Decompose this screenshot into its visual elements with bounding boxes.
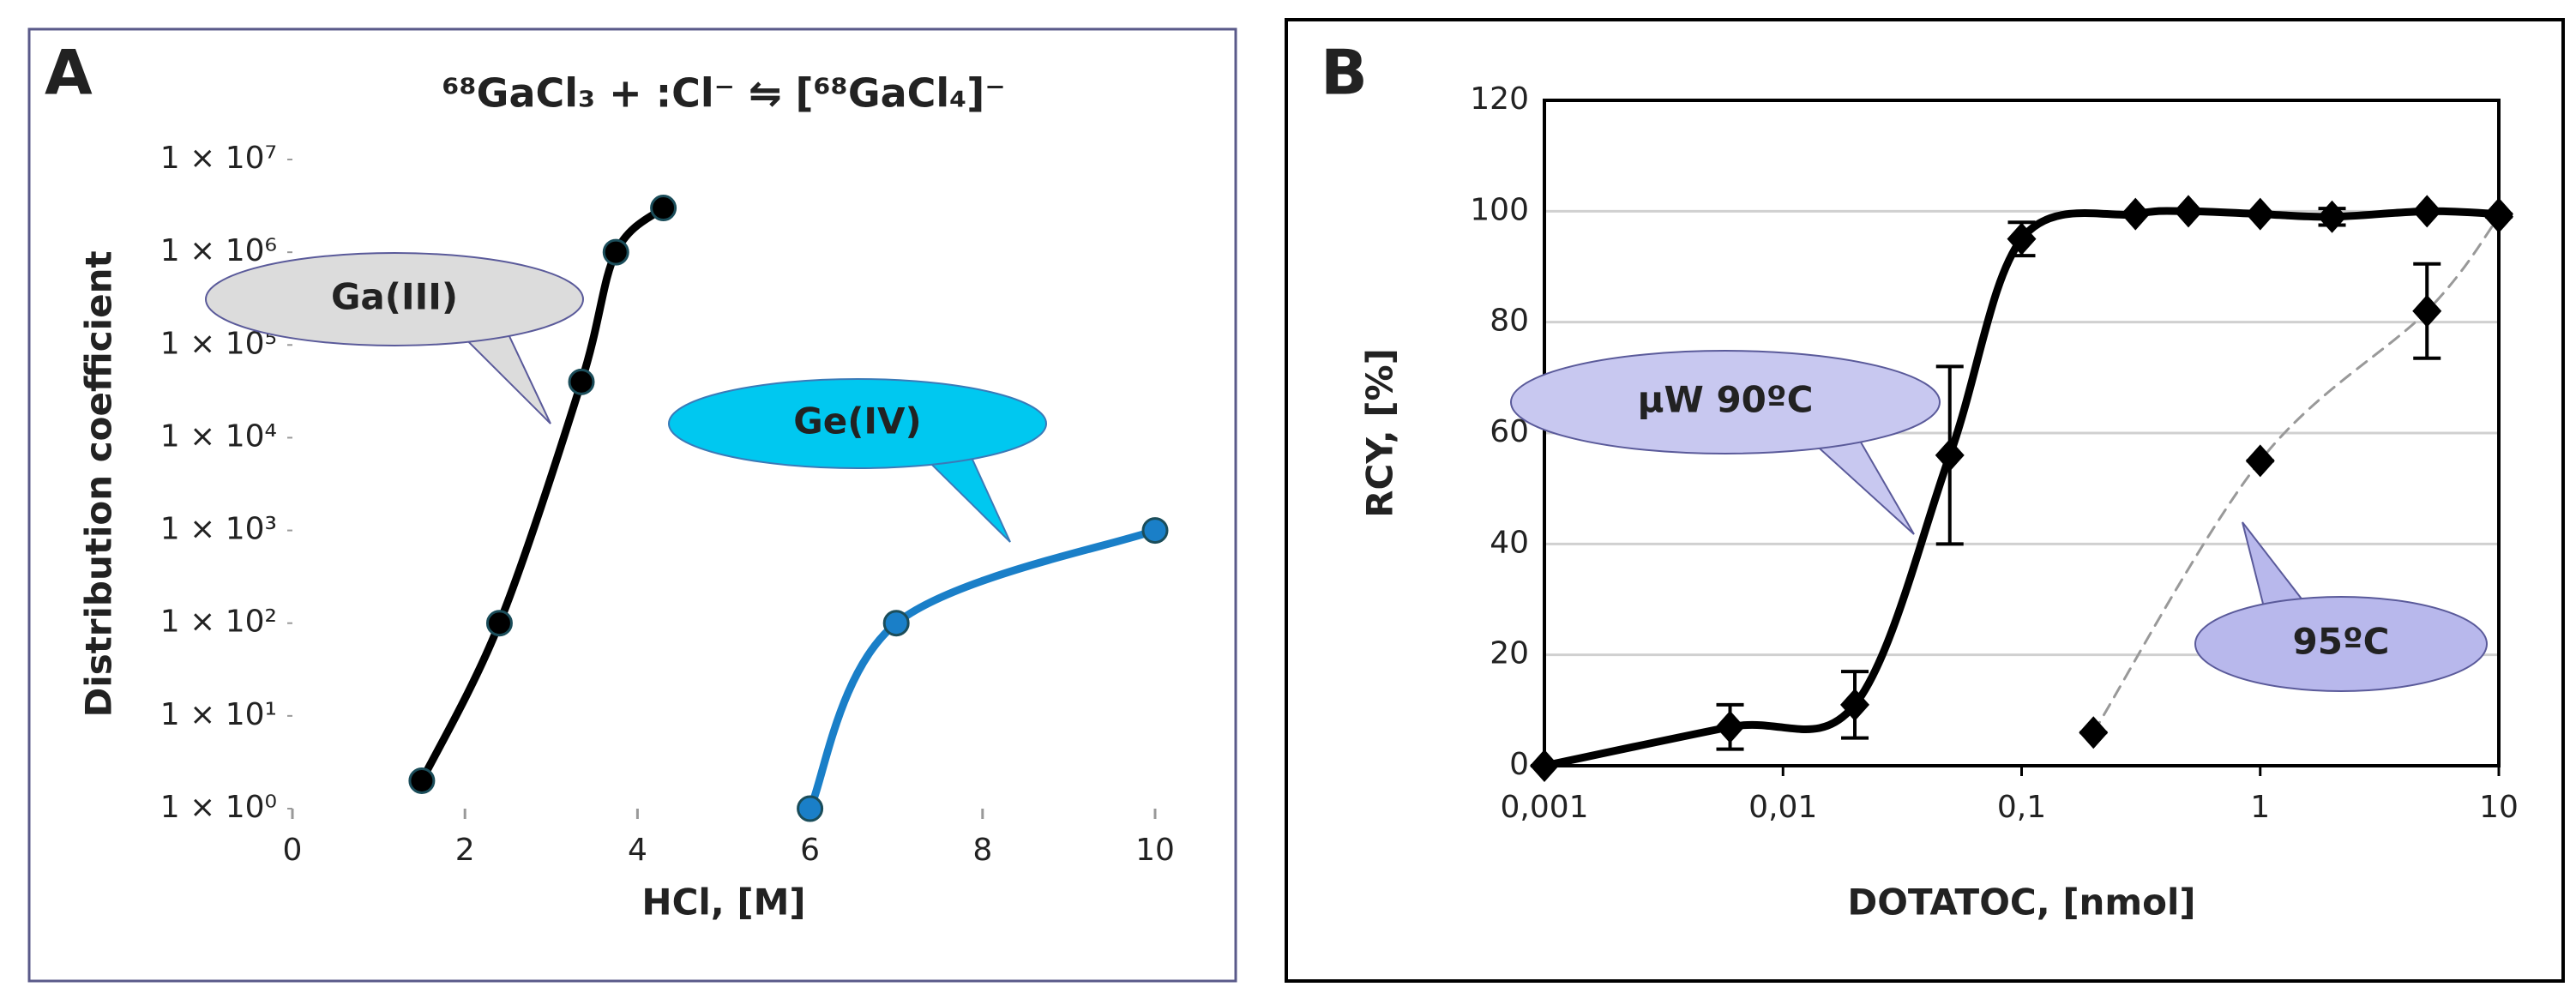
plot-frame: [1543, 99, 2501, 767]
y-axis-title: Distribution coefficient: [78, 250, 120, 717]
x-tick-label: 8: [972, 833, 992, 868]
y-tick-label: 1 × 10¹: [160, 697, 277, 732]
x-tick-label: 0,01: [1748, 790, 1817, 825]
marker: [882, 610, 910, 637]
marker: [1141, 517, 1169, 545]
marker: [2007, 222, 2037, 256]
y-tick-label: 120: [1470, 81, 1529, 117]
marker: [2173, 195, 2203, 228]
marker: [1840, 688, 1870, 721]
series-label: 95ºC: [2293, 621, 2390, 663]
chart-title: ⁶⁸GaCl₃ + :Cl⁻ ⇋ [⁶⁸GaCl₄]⁻: [442, 70, 1005, 117]
y-tick-label: 1 × 10⁷: [160, 141, 277, 176]
marker: [2412, 195, 2442, 228]
x-tick-label: 10: [1135, 833, 1175, 868]
y-axis-title: RCY, [%]: [1359, 348, 1401, 518]
panel-a-border: [27, 27, 1237, 983]
y-tick-label: 0: [1509, 747, 1529, 782]
x-tick-label: 0: [283, 833, 303, 868]
marker: [2245, 197, 2275, 231]
marker: [408, 767, 436, 794]
y-tick-label: 100: [1470, 192, 1529, 227]
marker: [2317, 200, 2347, 233]
marker: [797, 795, 824, 822]
series-line: [806, 527, 1159, 813]
marker: [568, 368, 595, 395]
callout-cover: [671, 381, 1044, 466]
y-tick-label: 1 × 10⁰: [160, 790, 277, 825]
series-line: [2091, 215, 2501, 734]
marker: [650, 195, 677, 222]
callout-cover: [1513, 352, 1938, 452]
marker: [485, 610, 513, 637]
marker: [2079, 716, 2109, 749]
x-tick-label: 0,1: [1997, 790, 2046, 825]
x-axis-title: DOTATOC, [nmol]: [1847, 882, 2195, 924]
marker: [2245, 444, 2275, 478]
x-tick-label: 10: [2479, 790, 2519, 825]
series-label: μW 90ºC: [1638, 379, 1814, 421]
series-label: Ge(IV): [793, 400, 921, 442]
panel-letter: B: [1321, 37, 1368, 109]
y-tick-label: 80: [1490, 304, 1529, 339]
x-tick-label: 0,001: [1500, 790, 1588, 825]
y-tick-label: 20: [1490, 636, 1529, 671]
y-tick-label: 60: [1490, 414, 1529, 449]
callout-cover: [2197, 599, 2485, 689]
x-tick-label: 6: [800, 833, 820, 868]
marker: [2412, 294, 2442, 328]
x-tick-label: 4: [628, 833, 647, 868]
panel-letter: A: [45, 37, 93, 109]
x-axis-title: HCl, [M]: [641, 882, 805, 924]
marker: [2484, 200, 2513, 233]
x-tick-label: 1: [2250, 790, 2270, 825]
y-tick-label: 1 × 10⁶: [160, 233, 277, 268]
y-tick-label: 1 × 10⁴: [160, 418, 277, 454]
callout-cover: [208, 255, 581, 344]
marker: [602, 238, 629, 266]
y-tick-label: 1 × 10³: [160, 512, 277, 547]
panel-b-border: [1285, 18, 2565, 983]
marker: [1935, 438, 1965, 472]
x-tick-label: 2: [455, 833, 475, 868]
marker: [1715, 710, 1745, 743]
series-label: Ga(III): [331, 276, 458, 318]
marker: [1530, 749, 1559, 782]
y-tick-label: 1 × 10²: [160, 605, 277, 640]
marker: [2121, 197, 2151, 231]
y-tick-label: 40: [1490, 525, 1529, 560]
